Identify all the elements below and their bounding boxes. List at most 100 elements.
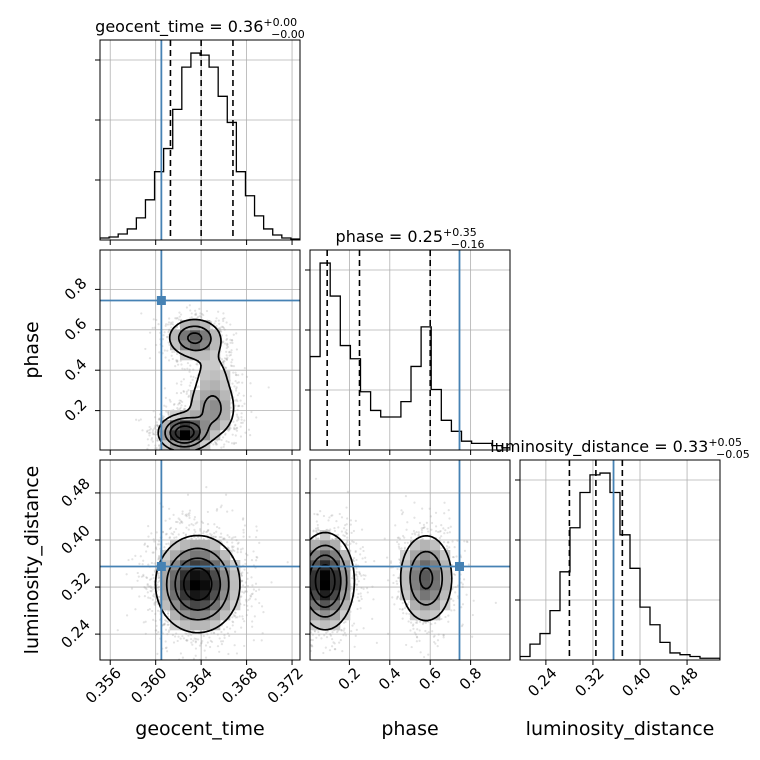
sample-point bbox=[215, 317, 218, 320]
sample-point bbox=[241, 373, 244, 376]
sample-point bbox=[224, 342, 227, 345]
sample-point bbox=[157, 323, 160, 326]
sample-point bbox=[193, 451, 195, 453]
sample-point bbox=[138, 595, 141, 598]
sample-point bbox=[234, 424, 237, 427]
sample-point bbox=[127, 558, 130, 562]
sample-point bbox=[213, 453, 215, 455]
sample-point bbox=[171, 350, 174, 354]
sample-point bbox=[215, 443, 219, 446]
sample-point bbox=[229, 341, 232, 344]
sample-point bbox=[191, 378, 194, 381]
sample-point bbox=[150, 532, 153, 535]
sample-point bbox=[328, 516, 331, 519]
sample-point bbox=[150, 453, 152, 455]
sample-point bbox=[235, 539, 238, 542]
sample-point bbox=[255, 416, 258, 419]
sample-point bbox=[212, 443, 215, 446]
sample-point bbox=[459, 556, 463, 559]
contour-line bbox=[169, 332, 203, 444]
sample-point bbox=[151, 598, 154, 601]
sample-point bbox=[230, 349, 233, 352]
sample-point bbox=[178, 399, 181, 402]
sample-point bbox=[225, 440, 228, 443]
sample-point bbox=[146, 591, 149, 594]
sample-point bbox=[243, 366, 246, 370]
sample-point bbox=[205, 309, 209, 313]
sample-point bbox=[194, 654, 197, 657]
density-cell bbox=[220, 600, 231, 611]
density-cell bbox=[200, 340, 211, 351]
sample-point bbox=[195, 537, 198, 541]
sample-point bbox=[210, 640, 214, 643]
sample-point bbox=[176, 316, 179, 320]
sample-point bbox=[141, 563, 144, 566]
sample-point bbox=[249, 595, 253, 598]
sample-point bbox=[231, 509, 234, 512]
sample-point bbox=[147, 535, 150, 538]
density-cell bbox=[200, 560, 211, 571]
sample-point bbox=[250, 593, 253, 596]
sample-point bbox=[182, 389, 185, 393]
sample-point bbox=[157, 418, 161, 421]
sample-point bbox=[250, 410, 253, 414]
sample-point bbox=[187, 528, 190, 531]
sample-point bbox=[156, 439, 159, 442]
density-cell bbox=[170, 430, 181, 441]
density-cell bbox=[210, 620, 221, 631]
sample-point bbox=[188, 514, 191, 517]
sample-point bbox=[180, 520, 183, 523]
sample-point bbox=[240, 412, 243, 415]
histogram-bin bbox=[273, 235, 282, 240]
sample-point bbox=[151, 440, 154, 443]
sample-point bbox=[421, 622, 425, 626]
sample-point bbox=[151, 588, 154, 591]
sample-point bbox=[241, 584, 245, 587]
density-cell bbox=[210, 590, 221, 601]
sample-point bbox=[173, 536, 176, 539]
sample-point bbox=[178, 311, 181, 314]
contour-line bbox=[174, 425, 195, 441]
sample-point bbox=[225, 357, 228, 360]
sample-point bbox=[163, 404, 166, 407]
sample-point bbox=[192, 524, 195, 527]
sample-point bbox=[146, 582, 149, 586]
sample-point bbox=[184, 455, 186, 457]
density-cell bbox=[230, 590, 241, 601]
sample-point bbox=[168, 328, 171, 331]
sample-point bbox=[236, 394, 239, 397]
sample-point bbox=[197, 638, 200, 641]
sample-point bbox=[84, 562, 86, 564]
sample-point bbox=[248, 597, 252, 600]
sample-point bbox=[224, 433, 227, 436]
sample-point bbox=[246, 608, 249, 612]
sample-point bbox=[246, 577, 249, 580]
sample-point bbox=[211, 535, 215, 538]
sample-point bbox=[166, 335, 169, 338]
contour-line bbox=[157, 318, 235, 450]
sample-point bbox=[156, 424, 159, 427]
sample-point bbox=[192, 657, 196, 660]
sample-point bbox=[181, 512, 184, 515]
panel-frame bbox=[99, 39, 301, 241]
sample-point bbox=[194, 312, 198, 315]
contour-line bbox=[182, 567, 213, 602]
sample-point bbox=[218, 322, 221, 325]
density-cell bbox=[180, 430, 191, 441]
sample-point bbox=[288, 570, 290, 572]
sample-point bbox=[193, 518, 196, 521]
sample-point bbox=[239, 425, 242, 428]
sample-point bbox=[179, 399, 183, 402]
sample-point bbox=[176, 352, 179, 356]
sample-point bbox=[202, 634, 205, 638]
sample-point bbox=[285, 575, 287, 577]
sample-point bbox=[163, 461, 165, 463]
sample-point bbox=[226, 342, 229, 345]
density-cell bbox=[180, 620, 191, 631]
sample-point bbox=[175, 359, 178, 362]
sample-point bbox=[154, 570, 157, 573]
sample-point bbox=[227, 440, 230, 444]
sample-point bbox=[154, 447, 157, 450]
sample-point bbox=[233, 644, 236, 647]
sample-point bbox=[148, 434, 151, 437]
